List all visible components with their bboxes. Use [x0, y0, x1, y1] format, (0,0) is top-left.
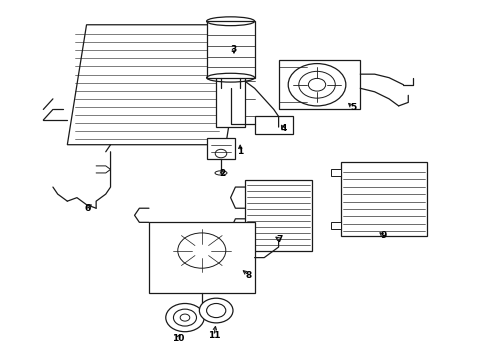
Text: 2: 2: [219, 169, 225, 178]
Text: 10: 10: [172, 334, 184, 343]
Polygon shape: [207, 138, 235, 159]
Polygon shape: [279, 60, 360, 109]
Text: 6: 6: [84, 204, 91, 213]
Polygon shape: [67, 25, 245, 145]
Text: 7: 7: [276, 235, 283, 244]
Polygon shape: [255, 117, 293, 134]
Polygon shape: [207, 21, 255, 78]
Circle shape: [173, 309, 196, 326]
Text: 8: 8: [245, 271, 252, 280]
Circle shape: [180, 314, 190, 321]
Text: 1: 1: [237, 147, 244, 156]
Polygon shape: [341, 162, 427, 237]
Text: 3: 3: [231, 45, 237, 54]
Polygon shape: [149, 222, 255, 293]
Text: 5: 5: [350, 103, 356, 112]
Polygon shape: [331, 170, 341, 176]
Polygon shape: [331, 222, 341, 229]
Text: 9: 9: [380, 231, 387, 240]
Polygon shape: [216, 39, 245, 127]
Circle shape: [199, 298, 233, 323]
Text: 11: 11: [208, 332, 220, 341]
Text: 4: 4: [280, 124, 287, 133]
Circle shape: [166, 303, 204, 332]
Circle shape: [207, 303, 226, 318]
Polygon shape: [245, 180, 312, 251]
